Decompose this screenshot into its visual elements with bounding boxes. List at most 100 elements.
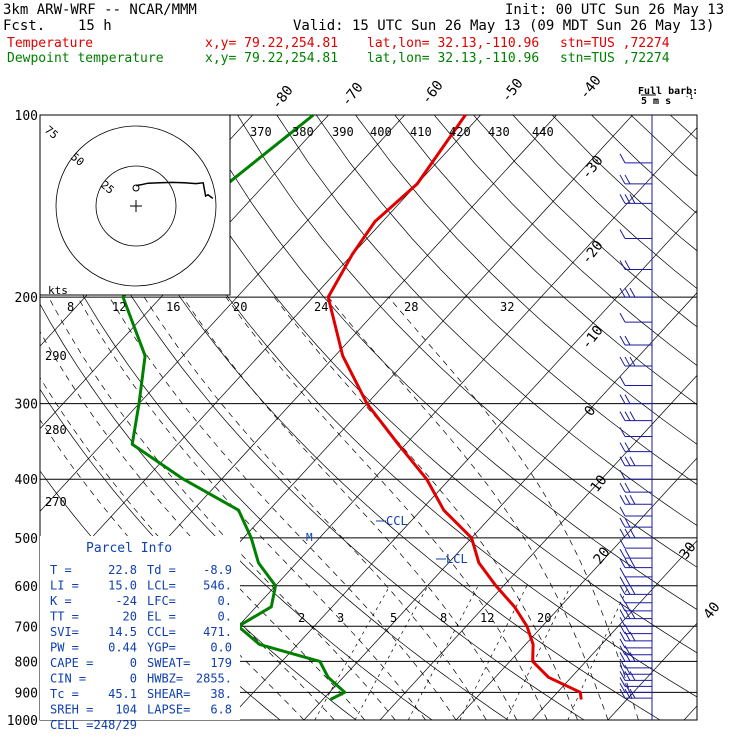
wind-barb-flag: [619, 312, 626, 323]
wind-barb-flag: [619, 645, 626, 655]
mixing-ratio-line: [354, 585, 429, 720]
wind-barb-flag: [624, 482, 631, 493]
dry-adiabat-line: [433, 115, 697, 367]
isotherm-label: -60: [419, 78, 447, 108]
wind-barb-flag: [619, 287, 626, 298]
theta-e-label: 32: [500, 300, 514, 314]
isotherm-line: [227, 209, 697, 720]
wind-barb-flag: [629, 287, 636, 298]
dewpoint-latlon: lat,lon= 32.13,-110.96: [367, 51, 540, 66]
parcel-title: Parcel Info: [86, 541, 172, 556]
model-title: 3km ARW-WRF -- NCAR/MMM: [3, 2, 197, 18]
parcel-value: 179: [210, 656, 232, 670]
parcel-key: T =: [50, 563, 72, 577]
parcel-panel: [40, 536, 240, 720]
temperature-station: stn=TUS ,72274: [560, 36, 670, 51]
wind-barb-flag: [619, 576, 626, 587]
mixing-ratio-line: [459, 585, 528, 720]
theta-e-label: 16: [166, 300, 180, 314]
wind-barb-flag: [619, 624, 626, 634]
parcel-key: YGP=: [147, 641, 176, 655]
wind-barb-flag: [629, 652, 636, 662]
wind-barb-flag: [624, 671, 631, 681]
dewpoint-profile: [121, 113, 347, 701]
wind-barb-flag: [619, 558, 626, 568]
wind-barb-flag: [624, 528, 631, 539]
wind-barb-flag: [619, 356, 626, 367]
wind-barb-flag: [619, 548, 626, 559]
parcel-value: -8.9: [203, 563, 232, 577]
wind-barb-flag: [629, 528, 636, 539]
dry-adiabat-line: [158, 115, 697, 654]
isotherm-label: -70: [339, 80, 367, 110]
forecast-hour: 15 h: [78, 18, 112, 34]
theta-label: 370: [250, 125, 272, 139]
moist-adiabat-line: [40, 330, 366, 720]
dry-adiabat-line: [591, 115, 697, 214]
wind-barb-flag: [619, 229, 626, 239]
theta-e-label: 28: [404, 300, 418, 314]
hodograph-ring-50: [55, 125, 217, 287]
wind-barb-flag: [624, 194, 631, 204]
parcel-key: CIN =: [50, 672, 86, 686]
dry-adiabat-line: [473, 115, 697, 328]
parcel-key: TT =: [50, 610, 79, 624]
pressure-tick-label: 200: [15, 291, 38, 306]
isotherm-label: 20: [591, 544, 614, 567]
dry-adiabat-line: [394, 115, 697, 406]
valid-time: Valid: 15 UTC Sun 26 May 13 (09 MDT Sun …: [293, 18, 715, 34]
wind-barb-flag: [624, 287, 631, 298]
isotherm-label: -20: [579, 238, 607, 268]
wind-barb-flag: [624, 645, 631, 655]
theta-e-label: 20: [233, 300, 247, 314]
isotherm-label: -10: [579, 323, 607, 353]
hodograph-origin: [130, 200, 142, 212]
mixing-ratio-line: [314, 585, 391, 720]
wind-barb-flag: [619, 631, 626, 642]
pressure-tick-label: 900: [15, 686, 38, 701]
wind-barb-flag: [619, 593, 626, 603]
wind-barb-flag: [629, 356, 636, 367]
wind-barb-flag: [624, 683, 631, 693]
wind-barb-flag: [619, 335, 626, 346]
wind-barb-flag: [624, 335, 631, 346]
pressure-tick-label: 1000: [7, 714, 38, 729]
wind-barb-flag: [619, 677, 626, 687]
temperature-coords: x,y= 79.22,254.81: [205, 36, 339, 51]
parcel-value: 0.44: [108, 641, 137, 655]
parcel-value: 2855.: [196, 672, 232, 686]
dry-adiabat-line: [551, 115, 697, 252]
wind-barb-flag: [619, 585, 626, 595]
wind-barb-flag: [619, 260, 626, 270]
mixing-ratio-label: 20: [537, 611, 551, 625]
parcel-key: SHEAR=: [147, 687, 190, 701]
kts-label: kts: [48, 284, 68, 297]
plot-frame: [39, 114, 698, 721]
wind-barb-flag: [619, 194, 626, 204]
dewpoint-station: stn=TUS ,72274: [560, 51, 670, 66]
dewpoint-coords: x,y= 79.22,254.81: [205, 51, 339, 66]
init-time: Init: 00 UTC Sun 26 May 13: [505, 2, 725, 18]
dry-adiabat-line: [237, 115, 697, 568]
wind-barb-flag: [624, 585, 631, 595]
parcel-key: SREH =: [50, 703, 93, 717]
pressure-tick-label: 100: [15, 109, 38, 124]
parcel-value: 0.0: [210, 641, 232, 655]
wind-barb-flag: [629, 631, 636, 642]
wind-barb-flag: [624, 688, 631, 699]
theta-e-label: 8: [67, 300, 74, 314]
isotherm-line: [40, 115, 405, 512]
wind-barb-flag: [624, 664, 631, 675]
dry-adiabat-line: [119, 115, 697, 698]
isotherm-label: -80: [269, 83, 297, 113]
parcel-value: 471.: [203, 625, 232, 639]
theta-label: 440: [532, 125, 554, 139]
parcel-value: 14.5: [108, 625, 137, 639]
wind-barb-flag: [624, 601, 631, 612]
lcl-marker: LCL: [446, 552, 468, 566]
theta-label: 400: [370, 125, 392, 139]
wind-barb-flag: [619, 376, 626, 386]
wind-barb-flag: [629, 495, 636, 505]
isotherm-line: [379, 374, 697, 720]
